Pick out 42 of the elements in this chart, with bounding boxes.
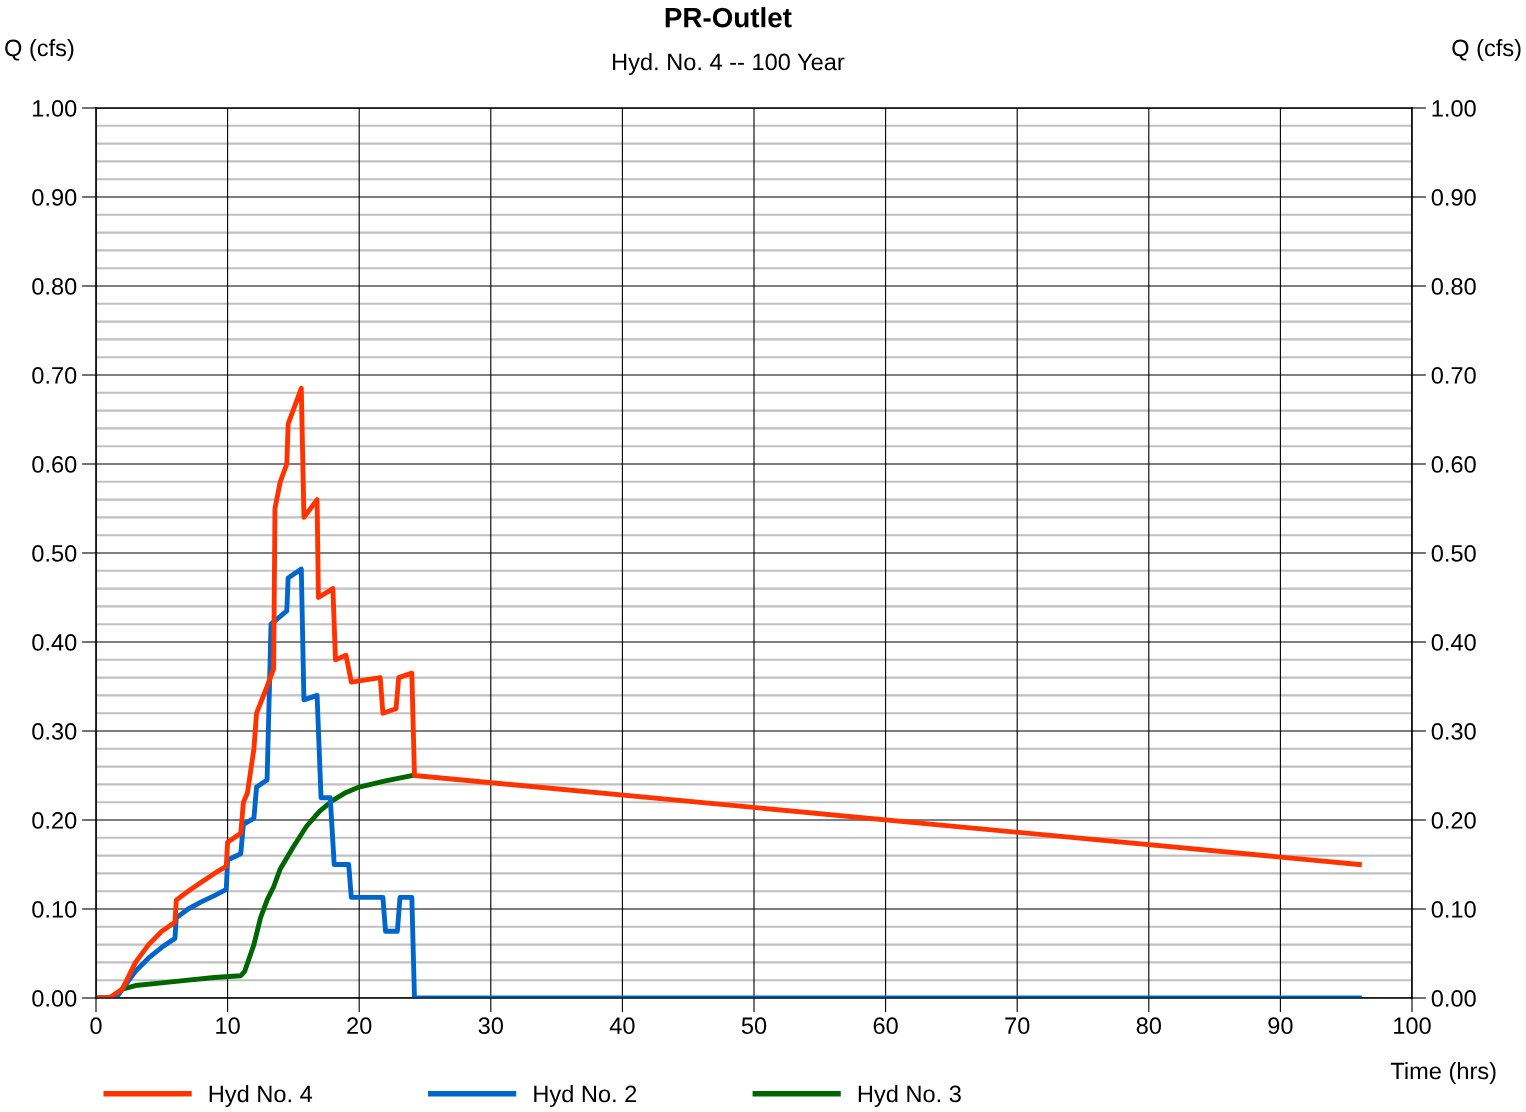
line-series: [96, 385, 1362, 998]
y2-tick-label: 1.00: [1432, 100, 1476, 117]
y2-tick-label: 0.30: [1431, 723, 1476, 740]
x-tick-label: 50: [741, 1017, 767, 1035]
y-tick-label: 0.80: [32, 278, 77, 295]
y-tick-label: 0.70: [32, 367, 77, 384]
legend-label: Hyd No. 2: [534, 1084, 637, 1108]
y-axis-title: Q (cfs): [5, 39, 74, 61]
y2-tick-label: 0.20: [1431, 812, 1476, 829]
y2-axis-title: Q (cfs): [1452, 39, 1521, 61]
chart-title: PR-Outlet: [665, 7, 792, 28]
y-tick-label: 1.00: [33, 100, 77, 117]
x-tick-label: 60: [873, 1017, 898, 1035]
legend-label: Hyd No. 4: [209, 1084, 313, 1108]
legend-label: Hyd No. 3: [858, 1084, 961, 1108]
x-tick-label: 30: [478, 1017, 504, 1035]
y-tick-label: 0.50: [32, 545, 77, 562]
y2-tick-label: 0.80: [1431, 278, 1476, 295]
y-tick-label: 0.00: [32, 990, 77, 1007]
x-tick-label: 20: [347, 1017, 372, 1035]
chart-subtitle: Hyd. No. 4 -- 100 Year: [613, 53, 845, 75]
y-tick-label: 0.20: [32, 812, 77, 829]
y2-tick-label: 0.60: [1431, 456, 1476, 473]
y-tick-label: 0.90: [32, 189, 77, 206]
y2-tick-label: 0.70: [1431, 367, 1476, 384]
x-tick-label: 100: [1394, 1017, 1431, 1035]
x-tick-label: 40: [609, 1017, 635, 1035]
y2-tick-label: 0.90: [1431, 189, 1476, 206]
y-tick-label: 0.40: [32, 634, 77, 651]
x-tick-label: 70: [1005, 1017, 1030, 1035]
y-tick-label: 0.60: [32, 456, 77, 473]
y2-tick-label: 0.00: [1431, 990, 1476, 1007]
y2-tick-label: 0.40: [1431, 634, 1476, 651]
x-axis-title: Time (hrs): [1390, 1061, 1496, 1084]
y2-tick-label: 0.10: [1431, 901, 1476, 918]
x-tick-label: 0: [90, 1017, 102, 1035]
x-tick-label: 80: [1136, 1017, 1162, 1035]
y-tick-label: 0.10: [32, 901, 77, 918]
x-tick-label: 10: [216, 1017, 240, 1035]
y-tick-label: 0.30: [32, 723, 77, 740]
x-tick-label: 90: [1268, 1017, 1293, 1035]
y2-tick-label: 0.50: [1431, 545, 1476, 562]
